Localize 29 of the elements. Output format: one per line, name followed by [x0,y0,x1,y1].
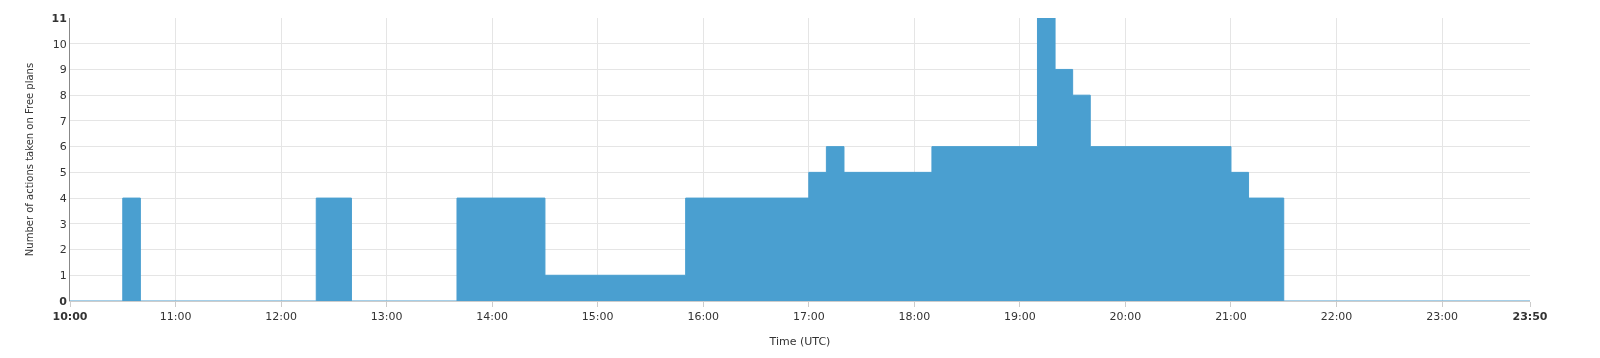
x-tick-label: 12:00 [265,310,297,324]
y-tick-label: 8 [59,89,67,103]
y-tick-label: 10 [52,37,67,51]
x-tick-label: 23:50 [1512,310,1548,324]
y-tick-label: 5 [59,166,67,180]
x-tick-label: 17:00 [792,310,825,324]
x-axis-title: Time (UTC) [768,335,831,349]
x-tick-label: 14:00 [476,310,509,324]
x-tick-label: 18:00 [898,310,931,324]
x-tick-label: 20:00 [1109,310,1142,324]
y-axis-title: Number of actions taken on Free plans [24,62,36,257]
y-tick-label: 1 [59,269,67,283]
y-tick-label: 7 [59,114,67,128]
y-tick-label: 0 [59,294,68,308]
x-tick-label: 16:00 [687,310,720,324]
x-tick-label: 10:00 [52,310,88,324]
x-tick-label: 23:00 [1426,310,1458,324]
x-tick-label: 19:00 [1004,310,1036,324]
x-tick-label: 11:00 [159,310,192,324]
x-tick-label: 13:00 [370,310,403,324]
y-tick-label: 6 [59,140,67,154]
x-tick-label: 22:00 [1320,310,1353,324]
y-tick-label: 3 [59,217,67,231]
y-tick-label: 2 [59,243,67,257]
x-tick-label: 15:00 [581,310,614,324]
x-tick-label: 21:00 [1215,310,1247,324]
y-tick-label: 4 [59,191,67,205]
y-tick-label: 9 [59,63,67,77]
y-tick-label: 11 [51,11,67,25]
